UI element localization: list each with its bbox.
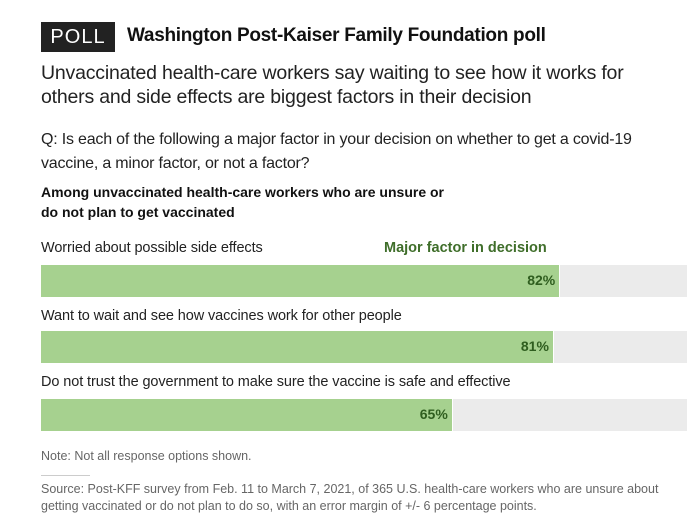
category-label: Do not trust the government to make sure… xyxy=(41,374,511,390)
subhead: Among unvaccinated health-care workers w… xyxy=(41,184,444,220)
bar: 81% xyxy=(41,331,554,363)
bar-track: 65% xyxy=(41,399,687,431)
legend-major-factor: Major factor in decision xyxy=(384,240,547,256)
bar: 82% xyxy=(41,265,561,297)
question: Q: Is each of the following a major fact… xyxy=(41,131,632,172)
bar: 65% xyxy=(41,399,453,431)
bar-track: 81% xyxy=(41,331,687,363)
value-label: 65% xyxy=(419,406,448,422)
value-label: 81% xyxy=(520,338,549,354)
headline: Unvaccinated health-care workers say wai… xyxy=(41,62,624,108)
value-label: 82% xyxy=(527,272,556,288)
poll-badge: POLL xyxy=(41,22,115,52)
source: Source: Post-KFF survey from Feb. 11 to … xyxy=(41,482,659,513)
bar-track: 82% xyxy=(41,265,687,297)
poll-title: Washington Post-Kaiser Family Foundation… xyxy=(127,25,546,46)
category-label: Worried about possible side effects xyxy=(41,240,263,256)
divider xyxy=(41,475,90,476)
category-label: Want to wait and see how vaccines work f… xyxy=(41,308,402,324)
note: Note: Not all response options shown. xyxy=(41,449,252,463)
